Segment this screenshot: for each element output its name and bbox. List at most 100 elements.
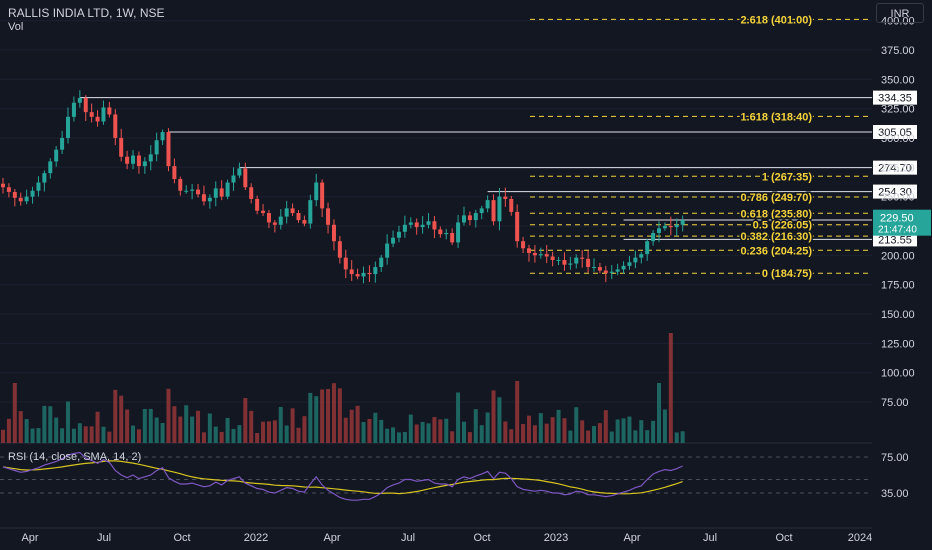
last-price-value: 229.50 [880,213,914,225]
time-tick-label: 2022 [244,532,268,544]
volume-bar [414,424,419,443]
volume-bar [107,431,112,443]
volume-bar [503,421,508,443]
candle-body [456,222,461,243]
candle-body [131,155,136,164]
volume-bar [603,410,608,443]
candle-body [385,243,390,258]
candle-body [113,114,118,138]
volume-bar [196,410,201,443]
volume-bar [278,406,283,443]
volume-bar [349,409,354,443]
volume-bar [562,418,567,443]
volume-bar [172,406,177,443]
volume-bar [113,389,118,443]
candle-body [586,258,591,268]
candle-body [521,241,526,249]
volume-bar [54,417,59,443]
time-tick-label: 2023 [544,532,568,544]
volume-bar [320,389,325,443]
candle-body [160,132,165,141]
volume-bar [154,417,159,443]
volume-bar [131,425,136,443]
volume-bar [379,419,384,443]
volume-bar [615,419,620,443]
candle-body [662,225,667,229]
candle-body [609,271,614,273]
volume-bar [6,418,11,443]
candle-body [290,208,295,214]
price-tick-label: 125.00 [881,338,915,350]
time-axis: Apr Jul Oct 2022 Apr Jul Oct 2023 Apr Jul Oct 2024 [21,532,872,544]
candle-body [48,161,53,174]
volume-bar [89,426,94,443]
price-tick-label: 300.00 [881,133,915,145]
candle-body [89,112,94,117]
candle-body [172,166,177,180]
volume-bar [343,417,348,443]
candle-body [349,269,354,275]
candle-body [255,198,260,211]
volume-bar [237,425,242,443]
price-tick-label: 150.00 [881,309,915,321]
volume-label: Vol [8,21,24,33]
price-tick-label: 350.00 [881,74,915,86]
candle-body [261,210,266,214]
fib-level-label: 0.236 (204.25) [740,245,812,257]
volume-bar [284,425,289,443]
volume-bar [385,428,390,443]
volume-bar [373,412,378,443]
candle-body [355,274,360,277]
time-tick-label: Oct [473,532,490,544]
candle-body [190,189,195,191]
candle-body [24,196,29,202]
candle-body [308,200,313,224]
volume-bar [355,405,360,443]
volume-bar [668,333,673,443]
candle-body [657,228,662,234]
candle-body [361,272,366,277]
rsi-line [2,451,683,501]
horizontal-line-label-bg [873,232,917,247]
currency-button[interactable]: INR [876,3,924,23]
volume-bar [532,425,537,443]
last-price-tag [873,209,931,236]
horizontal-line-label: 213.55 [878,234,912,246]
time-tick-label: Apr [323,532,340,544]
volume-bar [314,396,319,443]
candle-body [231,175,236,183]
volume-bar [651,420,656,443]
price-tick-label: 75.00 [881,397,909,409]
candlesticks [1,90,685,284]
candle-body [125,156,130,164]
candle-body [485,200,490,209]
volume-bar [261,421,266,443]
candle-body [420,224,425,228]
volume-bar [580,420,585,443]
horizontal-line-label-bg [873,184,917,199]
bar-countdown: 21:47:40 [878,225,917,236]
candle-body [627,262,632,266]
candle-body [615,269,620,272]
rsi-tick-label: 35.00 [881,488,909,500]
candle-body [142,161,147,167]
candle-body [331,224,336,242]
candle-body [538,254,543,256]
candle-body [266,213,271,223]
candle-body [408,222,413,225]
rsi-moving-average [2,460,683,495]
price-tick-label: 400.00 [881,16,915,28]
volume-bar [432,417,437,443]
fib-level-label: 0 (184.75) [762,268,812,280]
price-tick-label: 375.00 [881,45,915,57]
candle-body [243,168,248,188]
candle-body [119,137,124,157]
candle-body [296,213,301,221]
rsi-tick-label: 75.00 [881,452,909,464]
candle-body [54,149,59,162]
candle-body [633,257,638,263]
candle-body [184,190,189,192]
candle-body [225,182,230,197]
volume-bar [597,423,602,443]
